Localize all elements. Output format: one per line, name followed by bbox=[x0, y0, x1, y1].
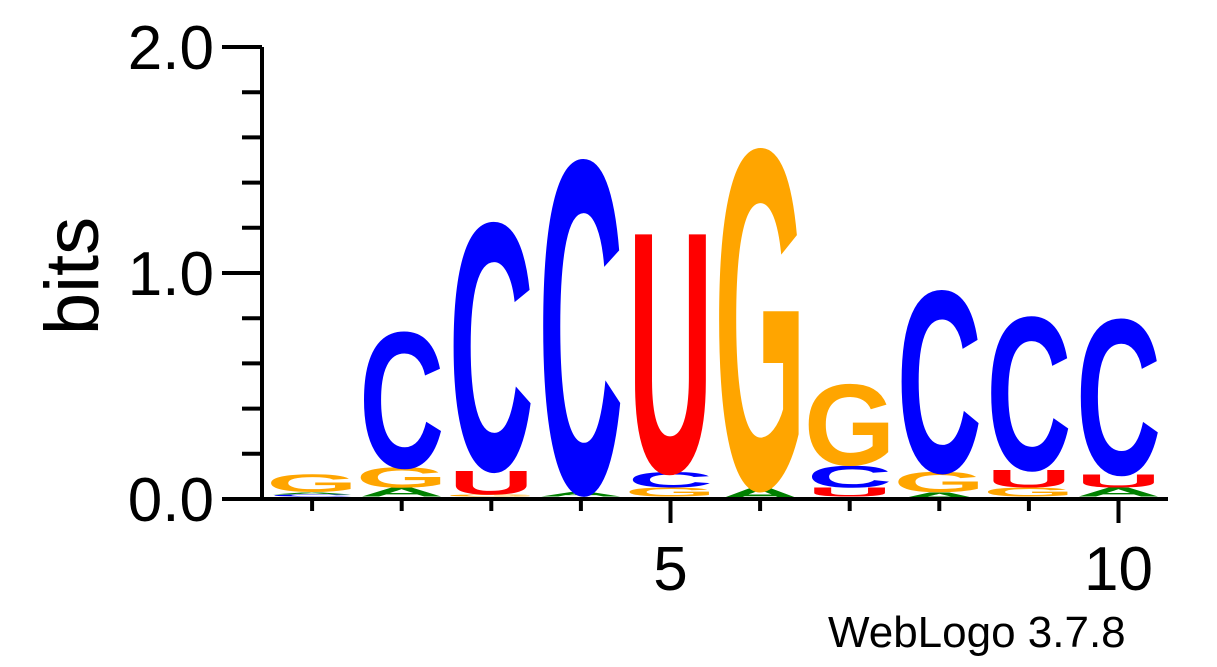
logo-letter-C-pos4: C bbox=[538, 60, 623, 594]
y-axis-label: bits bbox=[30, 217, 115, 335]
logo-column-7: AUCG bbox=[804, 360, 896, 500]
logo-letter-G-pos1: G bbox=[266, 470, 358, 498]
logo-letter-A-pos2: A bbox=[359, 485, 444, 499]
y-axis-tick-labels: 0.0 1.0 2.0 bbox=[128, 14, 214, 535]
logo-letter-C-pos5: C bbox=[628, 468, 713, 493]
x-tick-label-10: 10 bbox=[1084, 535, 1153, 604]
logo-letter-A-pos8: A bbox=[897, 490, 982, 501]
logo-letter-A-pos1: A bbox=[270, 492, 355, 496]
logo-column-4: GAC bbox=[535, 60, 627, 594]
weblogo-credit: WebLogo 3.7.8 bbox=[828, 608, 1126, 657]
logo-letter-U-pos10: U bbox=[1076, 471, 1161, 492]
logo-letter-C-pos3: C bbox=[449, 150, 534, 546]
logo-letter-C-pos1: C bbox=[270, 494, 355, 498]
logo-letter-U-pos5: U bbox=[628, 159, 713, 546]
y-tick-label: 2.0 bbox=[128, 14, 214, 83]
logo-column-2: UAGC bbox=[356, 292, 448, 510]
logo-letter-U-pos9: U bbox=[986, 465, 1071, 493]
logo-letter-C-pos7: C bbox=[807, 460, 892, 495]
logo-letter-G-pos8: G bbox=[893, 467, 985, 499]
y-tick-label: 1.0 bbox=[128, 240, 214, 309]
x-axis-tick-labels: 5 10 bbox=[653, 535, 1153, 604]
logo-letter-U-pos3: U bbox=[449, 463, 534, 502]
logo-column-1: UCAG bbox=[266, 470, 358, 500]
x-tick-label-5: 5 bbox=[653, 535, 687, 604]
logo-column-8: AGC bbox=[893, 236, 985, 527]
logo-letter-A-pos4: A bbox=[538, 491, 623, 498]
logo-letter-U-pos7: U bbox=[807, 485, 892, 499]
logo-letter-C-pos9: C bbox=[986, 271, 1071, 517]
logo-letter-G-pos9: G bbox=[983, 485, 1075, 499]
x-axis-ticks bbox=[310, 499, 1121, 523]
logo-column-10: GAUC bbox=[1073, 273, 1165, 522]
logo-letter-C-pos8: C bbox=[897, 236, 982, 527]
logo-letter-G-pos2: G bbox=[356, 462, 448, 494]
logo-letter-C-pos10: C bbox=[1076, 273, 1161, 522]
logo-letter-G-pos5: G bbox=[625, 485, 717, 499]
logo-letter-C-pos2: C bbox=[359, 292, 444, 510]
logo-letter-G-pos7: G bbox=[804, 360, 896, 490]
axes bbox=[222, 45, 1168, 523]
y-tick-label: 0.0 bbox=[128, 466, 214, 535]
y-axis-minor-ticks bbox=[222, 45, 262, 501]
logo-letter-A-pos10: A bbox=[1076, 485, 1161, 499]
letter-stacks: UCAGUAGCAGUCGACAGCUAGAUCGAGCAGUCGAUC bbox=[266, 49, 1164, 594]
logo-column-5: AGCU bbox=[625, 159, 717, 546]
logo-letter-G-pos3: G bbox=[445, 494, 537, 498]
